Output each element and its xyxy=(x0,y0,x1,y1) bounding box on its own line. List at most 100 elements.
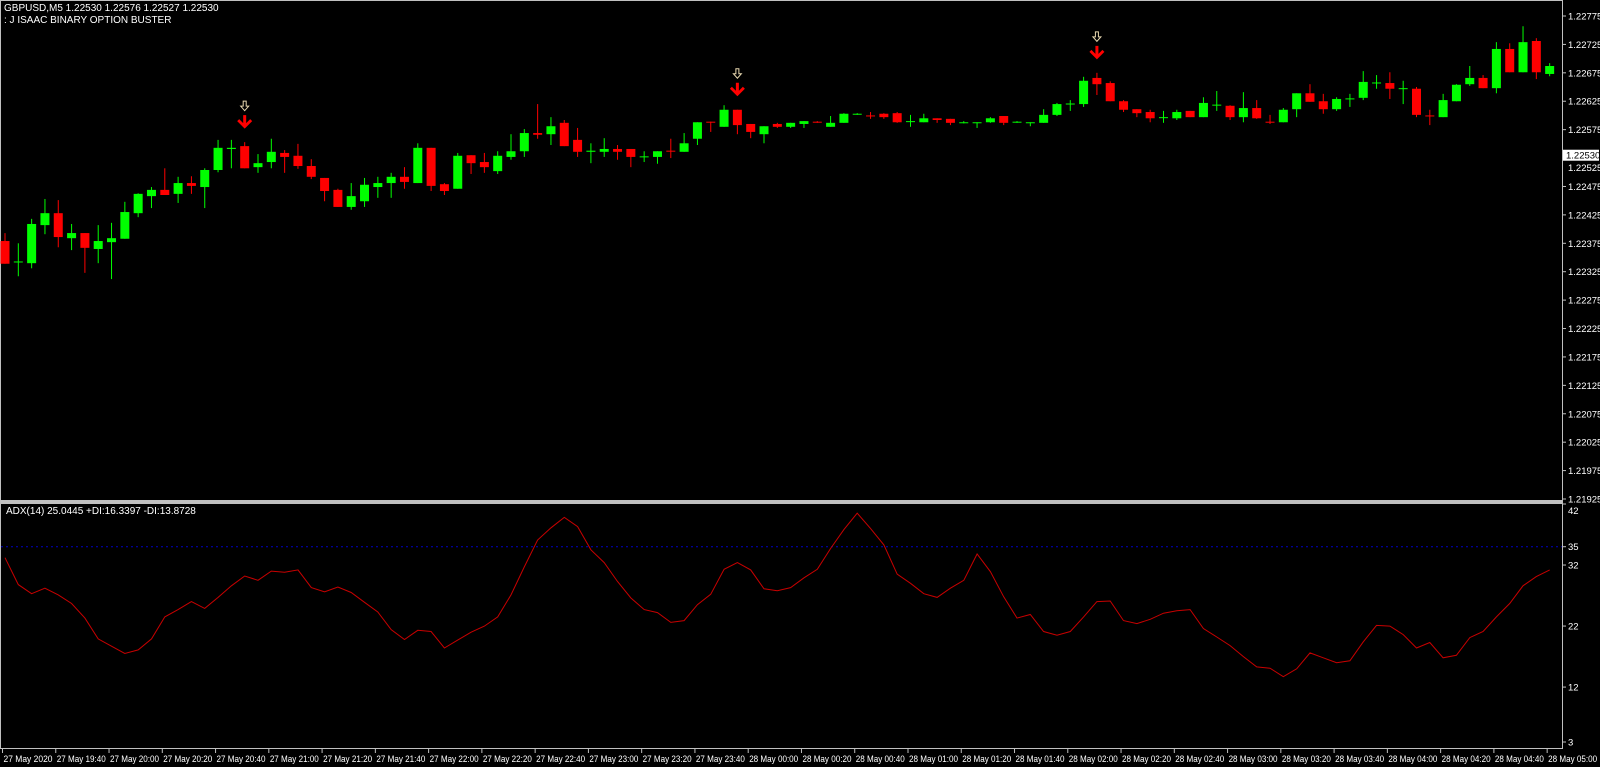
adx-tick-label: 3 xyxy=(1568,738,1573,749)
candle-body xyxy=(333,189,343,207)
down-hint-arrow-icon xyxy=(239,100,250,112)
main-price-window[interactable]: 1.22775 1.22725 1.22675 1.22625 1.22575 1.225… xyxy=(0,0,1600,506)
adx-tick-label: 22 xyxy=(1568,622,1579,633)
bear-candle xyxy=(479,152,489,173)
bear-candle xyxy=(466,155,476,174)
bull-candle xyxy=(692,122,702,145)
candle-body xyxy=(613,148,623,152)
bear-candle xyxy=(1132,109,1142,118)
candle-body xyxy=(80,233,90,248)
candle-body xyxy=(1411,88,1421,115)
candle-body xyxy=(346,196,356,207)
candle-body xyxy=(1039,114,1049,123)
adx-tick-label: 42 xyxy=(1568,506,1579,517)
price-tick-label: 1.22675 xyxy=(1568,68,1600,79)
bull-candle xyxy=(1052,102,1062,117)
bull-candle xyxy=(1278,108,1288,123)
candle-body xyxy=(240,146,250,169)
candle-body xyxy=(173,183,183,194)
candle-body xyxy=(1225,105,1235,118)
price-tick-label: 1.22225 xyxy=(1568,324,1600,335)
candle-body xyxy=(1252,108,1262,119)
candle-body xyxy=(493,155,503,172)
candle-body xyxy=(479,162,489,168)
time-tick-label: 27 May 20:00 xyxy=(110,754,159,765)
time-tick-label: 28 May 05:00 xyxy=(1548,754,1597,765)
candle-body xyxy=(1545,66,1555,74)
candle-body xyxy=(1345,98,1355,100)
bear-candle xyxy=(1185,110,1195,118)
time-tick-label: 28 May 04:20 xyxy=(1442,754,1491,765)
candle-body xyxy=(320,177,330,192)
bear-candle xyxy=(706,121,716,132)
time-tick-label: 27 May 23:00 xyxy=(589,754,638,765)
candle-body xyxy=(1451,84,1461,102)
candle-body xyxy=(186,183,196,186)
adx-indicator-window[interactable]: ADX(14) 25.0445 +DI:16.3397 -DI:13.8728 … xyxy=(0,503,1579,749)
candle-body xyxy=(866,115,876,117)
candle-body xyxy=(852,113,862,115)
bear-candle xyxy=(666,138,676,159)
bull-candle xyxy=(253,154,263,173)
bull-candle xyxy=(519,129,529,157)
time-tick-label: 28 May 00:20 xyxy=(802,754,851,765)
bull-candle xyxy=(786,122,796,128)
bull-candle xyxy=(1238,92,1248,123)
price-tick-label: 1.22275 xyxy=(1568,296,1600,307)
candle-body xyxy=(1518,42,1528,73)
candle-body xyxy=(439,184,449,192)
bull-candle xyxy=(599,138,609,157)
candle-body xyxy=(1318,101,1328,110)
candle-body xyxy=(200,169,210,188)
bear-candle xyxy=(80,233,90,273)
candle-body xyxy=(812,121,822,123)
bull-candle xyxy=(1491,42,1501,94)
time-tick-label: 27 May 20:20 xyxy=(163,754,212,765)
candle-body xyxy=(1025,122,1035,124)
time-tick-label: 28 May 00:00 xyxy=(749,754,798,765)
candle-body xyxy=(759,126,769,135)
bull-candle xyxy=(13,243,23,277)
bull-candle xyxy=(386,172,396,198)
sell-arrow-icon xyxy=(729,82,745,97)
candle-body xyxy=(826,122,836,127)
bull-candle xyxy=(413,143,423,184)
bear-candle xyxy=(1411,87,1421,118)
time-tick-label: 28 May 01:20 xyxy=(962,754,1011,765)
bear-candle xyxy=(0,233,10,264)
candle-body xyxy=(13,261,23,263)
bull-candle xyxy=(1451,84,1461,102)
candle-body xyxy=(546,126,556,135)
bull-candle xyxy=(266,138,276,169)
candle-body xyxy=(413,147,423,184)
candles xyxy=(0,26,1555,280)
candle-body xyxy=(932,118,942,120)
price-tick-label: 1.22575 xyxy=(1568,125,1600,136)
candle-body xyxy=(1212,104,1222,106)
price-tick-label: 1.22025 xyxy=(1568,438,1600,449)
current-price-label: 1.22530 xyxy=(1566,151,1600,162)
bear-candle xyxy=(999,116,1009,126)
bull-candle xyxy=(839,113,849,123)
bull-candle xyxy=(1039,109,1049,123)
time-tick-label: 28 May 03:00 xyxy=(1229,754,1278,765)
time-tick-label: 27 May 23:20 xyxy=(643,754,692,765)
time-tick-label: 28 May 00:40 xyxy=(856,754,905,765)
candle-body xyxy=(679,143,689,152)
bull-candle xyxy=(1212,91,1222,111)
sell-arrow-icon xyxy=(237,115,253,129)
bull-candle xyxy=(959,121,969,124)
candle-body xyxy=(266,151,276,163)
bear-candle xyxy=(1092,72,1102,95)
bull-candle xyxy=(652,151,662,164)
price-tick-label: 1.21925 xyxy=(1568,495,1600,506)
candle-body xyxy=(1438,100,1448,118)
price-tick-label: 1.21975 xyxy=(1568,466,1600,477)
bear-candle xyxy=(1252,100,1262,119)
candle-body xyxy=(453,155,463,189)
bull-candle xyxy=(1372,75,1382,89)
bull-candle xyxy=(27,218,37,269)
candle-body xyxy=(905,121,915,123)
candle-body xyxy=(1425,115,1435,117)
